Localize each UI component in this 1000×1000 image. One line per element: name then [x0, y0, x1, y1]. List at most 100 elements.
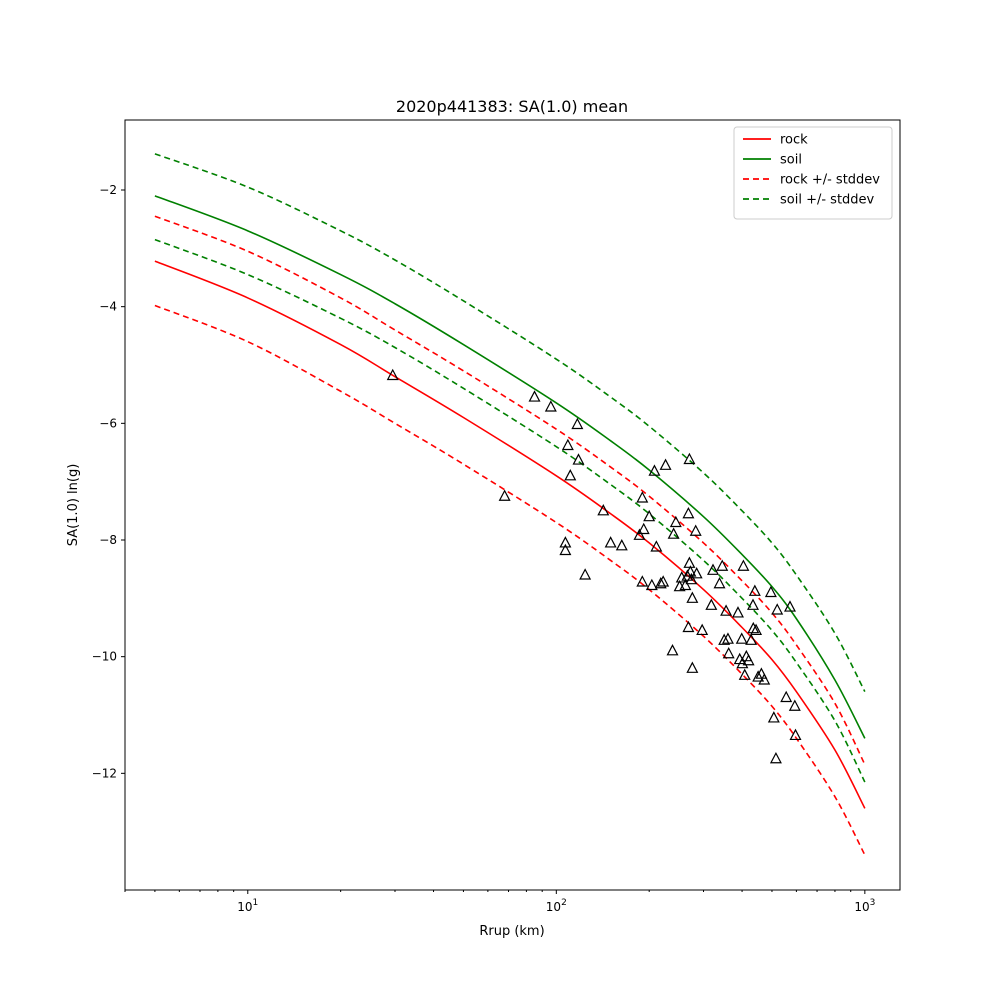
observation-marker-10: [579, 568, 592, 580]
observation-marker-13: [615, 539, 628, 551]
observation-marker-43: [705, 598, 718, 610]
observation-marker-59: [745, 633, 758, 645]
observation-marker-16: [637, 522, 650, 535]
observation-markers: [386, 368, 802, 764]
y-tick-label-1: −10: [92, 650, 117, 664]
observation-marker-3: [544, 400, 557, 412]
observation-marker-69: [769, 751, 782, 764]
x-axis-title: Rrup (km): [479, 924, 544, 939]
observation-marker-1: [498, 489, 511, 501]
observation-marker-50: [722, 646, 735, 659]
observation-marker-6: [561, 438, 574, 451]
observation-marker-61: [747, 621, 760, 634]
observation-marker-56: [738, 668, 751, 680]
observation-marker-65: [755, 667, 768, 679]
series-line-4: [154, 153, 866, 693]
legend-label-2: rock +/- stddev: [780, 173, 880, 188]
observation-marker-40: [689, 524, 702, 536]
observation-marker-23: [657, 575, 670, 587]
observation-marker-33: [682, 620, 695, 633]
series-line-0: [154, 260, 866, 809]
observation-marker-66: [758, 673, 771, 685]
observation-marker-68: [767, 711, 780, 723]
observation-marker-19: [645, 578, 658, 591]
observation-marker-31: [681, 569, 694, 581]
x-tick-base: 10: [854, 900, 869, 914]
observation-marker-8: [571, 417, 584, 430]
observation-marker-42: [696, 623, 709, 636]
observation-marker-67: [764, 585, 777, 598]
observation-marker-58: [742, 653, 755, 666]
observation-marker-21: [650, 540, 663, 552]
legend: rock soil rock +/- stddev soil +/- stddev: [733, 126, 893, 220]
plot-frame: [124, 119, 901, 891]
plot-area: [124, 119, 901, 891]
legend-box: [733, 126, 893, 220]
observation-marker-72: [783, 600, 796, 612]
observation-marker-48: [720, 604, 733, 616]
x-tick-base: 10: [237, 900, 252, 914]
observation-marker-37: [685, 572, 698, 585]
legend-label-1: soil: [780, 153, 802, 168]
y-tick-label-2: −8: [99, 533, 117, 547]
observation-marker-5: [559, 543, 572, 556]
x-tick-label-1: 102: [546, 898, 567, 914]
series-line-1: [154, 195, 866, 739]
observation-marker-26: [667, 527, 680, 539]
observation-marker-53: [735, 632, 748, 644]
series-line-2: [154, 215, 866, 765]
observation-marker-39: [686, 661, 699, 673]
x-tick-base: 10: [546, 900, 561, 914]
observation-marker-20: [648, 464, 661, 476]
legend-label-0: rock: [780, 133, 808, 148]
observation-marker-18: [643, 509, 656, 522]
observation-marker-47: [718, 633, 731, 645]
x-tick-label-0: 101: [237, 898, 258, 914]
observation-marker-73: [788, 699, 801, 711]
observation-marker-71: [780, 690, 793, 703]
observation-marker-7: [564, 469, 577, 481]
y-axis: −12 −10 −8 −6 −4 −2: [92, 183, 125, 780]
observation-marker-24: [659, 458, 672, 470]
observation-marker-60: [747, 598, 759, 610]
observation-marker-17: [636, 575, 649, 587]
observation-marker-14: [633, 528, 646, 540]
observation-marker-45: [713, 576, 726, 589]
observation-marker-0: [386, 368, 399, 381]
observation-marker-70: [771, 603, 784, 615]
observation-marker-32: [682, 506, 695, 519]
x-tick-label-2: 103: [854, 898, 875, 914]
legend-label-3: soil +/- stddev: [780, 193, 875, 208]
observation-marker-35: [683, 452, 696, 465]
observation-marker-41: [690, 567, 703, 579]
x-axis: 101 102 103: [124, 890, 875, 914]
observation-marker-64: [752, 670, 765, 682]
observation-marker-74: [789, 728, 802, 741]
observation-marker-51: [731, 606, 744, 618]
series-layer: [154, 153, 866, 856]
observation-marker-30: [679, 578, 692, 591]
y-axis-title: SA(1.0) ln(g): [66, 464, 81, 547]
observation-marker-15: [636, 491, 649, 503]
chart-title: 2020p441383: SA(1.0) mean: [396, 97, 628, 116]
observation-marker-44: [707, 563, 719, 575]
series-line-3: [154, 304, 866, 856]
observation-marker-22: [654, 576, 667, 589]
observation-marker-2: [528, 390, 541, 402]
observation-marker-63: [750, 623, 763, 636]
y-tick-label-4: −4: [99, 300, 117, 314]
observation-marker-38: [686, 591, 699, 603]
observation-marker-4: [559, 536, 572, 548]
x-tick-exponent: 3: [870, 898, 876, 908]
observation-marker-62: [748, 584, 761, 596]
observation-marker-27: [669, 515, 682, 528]
y-tick-label-0: −12: [92, 766, 117, 780]
y-tick-label-5: −2: [99, 183, 117, 197]
observation-marker-25: [666, 644, 679, 656]
y-tick-label-3: −6: [99, 416, 117, 430]
observation-marker-11: [597, 504, 610, 516]
observation-marker-46: [716, 559, 729, 571]
observation-marker-49: [721, 632, 734, 644]
